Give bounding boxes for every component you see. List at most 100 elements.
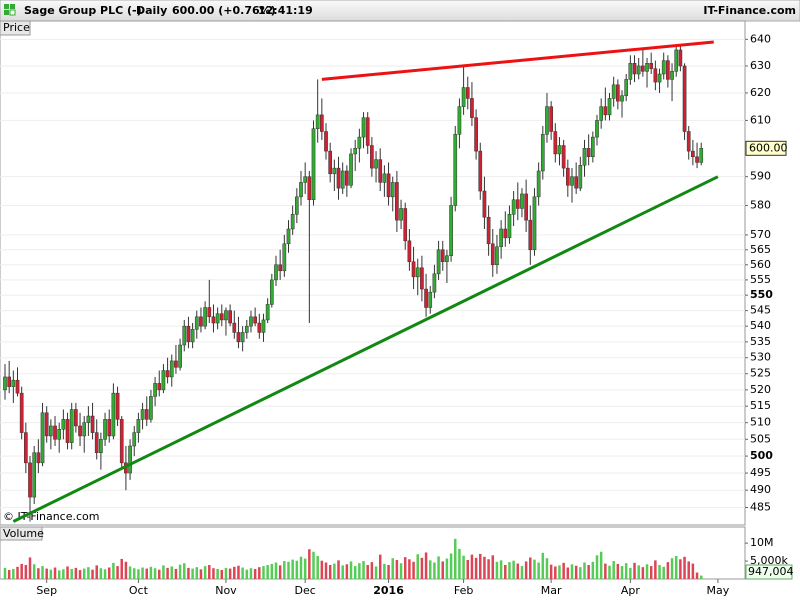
candle-body [682,65,687,132]
candle-body [382,173,387,183]
candle-body [478,150,483,192]
candle-body [390,182,395,198]
x-tick-label: Apr [621,584,641,597]
volume-bar [258,567,261,579]
volume-bar [583,562,586,579]
last-volume-label: 947,004 [748,565,794,578]
candle-body [399,208,403,221]
volume-bar [303,558,307,579]
candle-body [424,288,428,308]
candle-body [44,412,49,437]
volume-bar [212,568,215,579]
volume-bar [66,566,69,579]
volume-bar [428,560,432,579]
candle-body [74,409,78,427]
price-panel [0,20,746,526]
candle-body [436,249,441,275]
volume-bar [491,555,495,579]
volume-bar [28,557,32,579]
icon [4,10,9,15]
candle-body [495,246,499,266]
y-tick-label: 620 [750,86,771,99]
candle-body [482,190,487,218]
volume-bar [41,566,44,579]
candle-body [224,310,228,321]
candle-body [240,332,245,343]
icon [4,4,9,9]
y-tick-label: 560 [750,258,771,271]
volume-bar [549,564,553,579]
volume-bar [224,567,228,579]
candle-body [624,79,629,96]
candle-body [190,329,195,343]
y-tick-label: 535 [750,335,771,348]
volume-bar [545,558,549,579]
x-tick-label: May [707,584,730,597]
volume-bar [374,566,378,579]
candle-body [111,392,116,437]
candle-body [645,63,649,72]
y-tick-label: 485 [750,501,771,514]
volume-bar [24,565,28,579]
volume-bar [308,549,311,579]
volume-bar [103,569,107,579]
volume-bar [558,565,561,579]
candle-body [294,196,299,215]
volume-bar [78,570,82,579]
candle-body [3,376,7,391]
candle-body [161,370,166,391]
volume-bar [166,567,169,579]
candle-body [549,106,553,132]
volume-bar [454,538,457,579]
volume-bar [228,568,232,579]
x-tick-label: Feb [454,584,473,597]
candle-body [28,462,32,498]
volume-bar [283,561,286,579]
y-tick-label: 505 [750,432,771,445]
volume-bar [378,554,382,579]
candle-body [345,170,349,186]
candle-body [199,316,203,327]
candle-body [603,106,608,116]
candle-body [574,176,578,189]
volume-bar [520,566,524,579]
candle-body [582,148,587,166]
candle-body [386,173,391,198]
candle-body [311,128,316,200]
candle-body [144,409,149,420]
title: Sage Group PLC (-) [24,4,142,17]
volume-bar [245,569,249,579]
volume-bar [316,556,319,579]
panel-label-box [0,526,43,541]
volume-bar [20,563,23,579]
y-tick-label: 515 [750,399,771,412]
time: 12:41:19 [258,4,313,17]
volume-bar [679,559,682,579]
volume-bar [566,567,570,579]
candle-body [140,409,145,420]
candle-body [32,452,37,498]
candle-body [49,425,53,437]
volume-bar [237,565,240,579]
candle-body [65,419,70,443]
candle-body [324,131,328,152]
candle-body [132,432,137,447]
candle-body [236,332,241,343]
candle-body [440,249,445,263]
volume-bar [458,548,461,579]
volume-bar [370,562,374,579]
candle-body [657,73,662,83]
candle-body [336,167,341,189]
candle-body [632,63,637,75]
candle-body [524,193,528,221]
volume-bar [395,559,399,579]
candle-body [691,150,695,158]
candle-body [428,291,433,308]
x-tick-label: Dec [295,584,316,597]
volume-bar [53,567,57,579]
candle-body [90,415,95,433]
volume-bar [62,569,65,579]
volume-bar [187,567,190,579]
candle-body [561,145,566,169]
volume-bar [466,559,470,579]
